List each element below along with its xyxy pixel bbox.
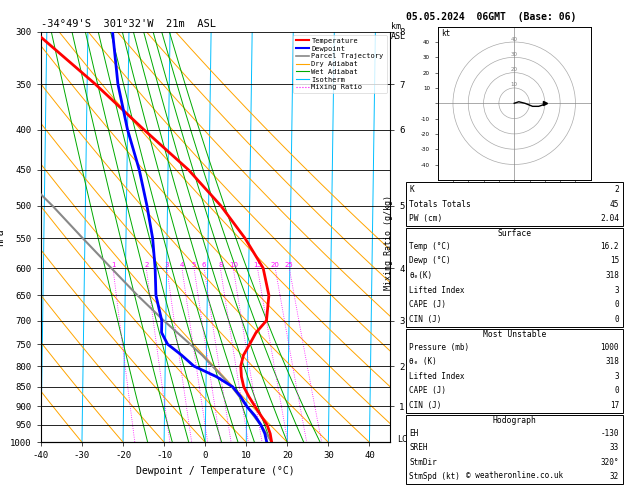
Text: 16.2: 16.2 <box>601 242 619 251</box>
Text: 33: 33 <box>610 443 619 452</box>
Text: 10: 10 <box>511 83 518 87</box>
Text: 4: 4 <box>180 262 184 268</box>
Text: 0: 0 <box>615 300 619 309</box>
Text: EH: EH <box>409 429 419 437</box>
Text: PW (cm): PW (cm) <box>409 214 443 223</box>
Text: 2: 2 <box>614 185 619 194</box>
Text: 15: 15 <box>253 262 262 268</box>
Y-axis label: hPa: hPa <box>0 228 5 246</box>
Text: StmSpd (kt): StmSpd (kt) <box>409 472 460 481</box>
Text: StmDir: StmDir <box>409 458 437 467</box>
Text: 320°: 320° <box>601 458 619 467</box>
Text: K: K <box>409 185 415 194</box>
Text: 1000: 1000 <box>601 343 619 351</box>
Text: 2.04: 2.04 <box>600 214 619 223</box>
Text: 8: 8 <box>218 262 223 268</box>
Text: 10: 10 <box>229 262 238 268</box>
Text: 30: 30 <box>511 52 518 57</box>
Text: 45: 45 <box>610 200 619 208</box>
Text: 20: 20 <box>511 67 518 72</box>
Text: 17: 17 <box>610 401 619 410</box>
Text: 05.05.2024  06GMT  (Base: 06): 05.05.2024 06GMT (Base: 06) <box>406 12 576 22</box>
Text: LCL: LCL <box>397 435 412 444</box>
X-axis label: Dewpoint / Temperature (°C): Dewpoint / Temperature (°C) <box>136 466 295 476</box>
Text: Dewp (°C): Dewp (°C) <box>409 257 451 265</box>
Text: CIN (J): CIN (J) <box>409 401 442 410</box>
Text: θₑ (K): θₑ (K) <box>409 357 437 366</box>
Text: CIN (J): CIN (J) <box>409 315 442 324</box>
Text: 3: 3 <box>165 262 169 268</box>
Text: 318: 318 <box>605 271 619 280</box>
Text: Mixing Ratio (g/kg): Mixing Ratio (g/kg) <box>384 195 393 291</box>
Text: Totals Totals: Totals Totals <box>409 200 471 208</box>
Text: 1: 1 <box>111 262 115 268</box>
Text: 6: 6 <box>202 262 206 268</box>
Text: 15: 15 <box>610 257 619 265</box>
Text: kt: kt <box>441 29 450 38</box>
Text: -34°49'S  301°32'W  21m  ASL: -34°49'S 301°32'W 21m ASL <box>41 19 216 30</box>
Text: Surface: Surface <box>497 229 532 238</box>
Text: Lifted Index: Lifted Index <box>409 286 465 295</box>
Text: 2: 2 <box>144 262 148 268</box>
Text: Pressure (mb): Pressure (mb) <box>409 343 470 351</box>
Text: 20: 20 <box>270 262 280 268</box>
Text: 40: 40 <box>511 36 518 41</box>
Text: 318: 318 <box>605 357 619 366</box>
Text: 0: 0 <box>615 386 619 395</box>
Text: SREH: SREH <box>409 443 428 452</box>
Text: 32: 32 <box>610 472 619 481</box>
Text: km
ASL: km ASL <box>391 22 406 40</box>
Text: 0: 0 <box>615 315 619 324</box>
Text: CAPE (J): CAPE (J) <box>409 300 447 309</box>
Text: θₑ(K): θₑ(K) <box>409 271 433 280</box>
Text: Temp (°C): Temp (°C) <box>409 242 451 251</box>
Text: 3: 3 <box>615 372 619 381</box>
Text: © weatheronline.co.uk: © weatheronline.co.uk <box>465 471 563 480</box>
Text: Lifted Index: Lifted Index <box>409 372 465 381</box>
Legend: Temperature, Dewpoint, Parcel Trajectory, Dry Adiabat, Wet Adiabat, Isotherm, Mi: Temperature, Dewpoint, Parcel Trajectory… <box>293 35 386 93</box>
Text: Hodograph: Hodograph <box>493 416 536 425</box>
Text: 25: 25 <box>285 262 294 268</box>
Text: 3: 3 <box>615 286 619 295</box>
Text: 5: 5 <box>192 262 196 268</box>
Text: CAPE (J): CAPE (J) <box>409 386 447 395</box>
Text: -130: -130 <box>601 429 619 437</box>
Text: Most Unstable: Most Unstable <box>482 330 546 339</box>
